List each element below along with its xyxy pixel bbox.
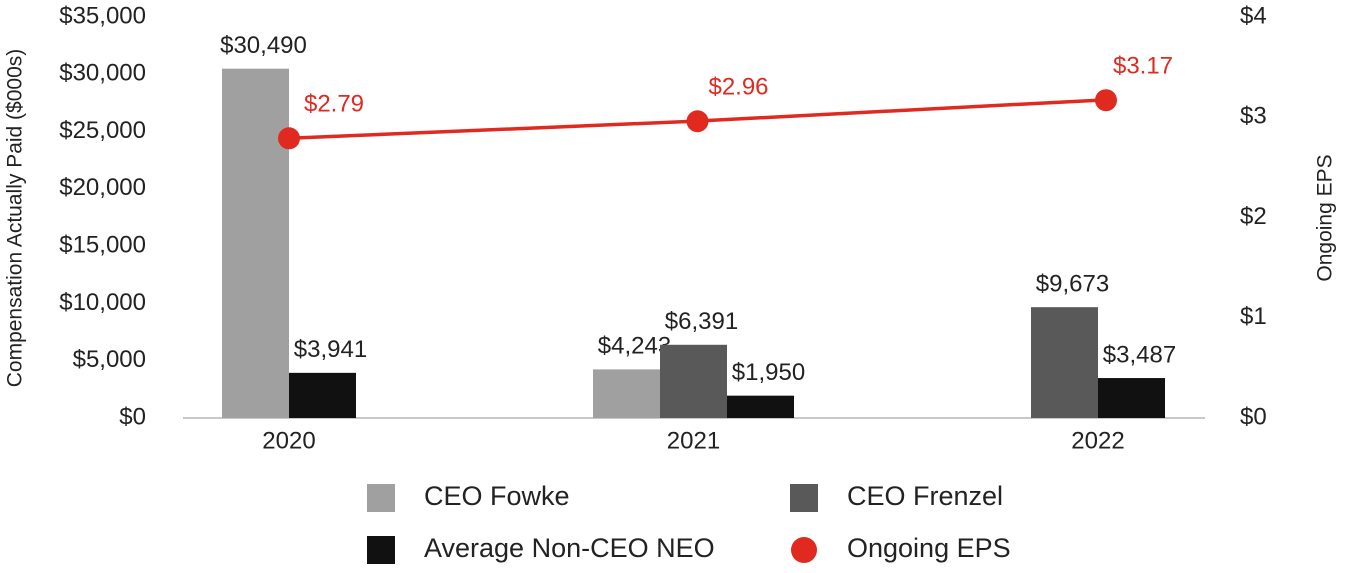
- legend-label: CEO Frenzel: [847, 481, 1003, 511]
- bar: [289, 372, 356, 418]
- y-tick-label: $25,000: [59, 117, 146, 144]
- legend-label: Average Non-CEO NEO: [424, 533, 715, 563]
- legend-marker: [791, 537, 817, 563]
- y2-tick-label: $4: [1240, 2, 1267, 29]
- y-tick-label: $5,000: [73, 346, 146, 373]
- x-tick-label: 2021: [667, 427, 720, 454]
- bar: [222, 68, 289, 418]
- x-tick-label: 2022: [1071, 427, 1124, 454]
- y2-tick-label: $2: [1240, 203, 1267, 230]
- bar-value-label: $9,673: [1036, 271, 1109, 298]
- line-value-label: $3.17: [1113, 53, 1173, 80]
- y2-tick-label: $0: [1240, 403, 1267, 430]
- x-tick-label: 2020: [262, 427, 315, 454]
- legend-marker: [367, 484, 395, 512]
- bar-value-label: $3,941: [294, 336, 367, 363]
- bar: [593, 369, 660, 418]
- y-tick-label: $30,000: [59, 60, 146, 87]
- line-value-label: $2.96: [708, 74, 768, 101]
- y2-axis-title: Ongoing EPS: [1314, 154, 1337, 281]
- line-point: [278, 127, 300, 150]
- legend-marker: [790, 484, 818, 512]
- bar-value-label: $6,391: [665, 308, 738, 335]
- bar-value-label: $3,487: [1103, 341, 1176, 368]
- line-value-label: $2.79: [304, 91, 364, 118]
- y-tick-label: $15,000: [59, 231, 146, 258]
- bar-value-label: $30,490: [220, 32, 307, 59]
- y2-tick-label: $3: [1240, 103, 1267, 130]
- y2-tick-label: $1: [1240, 303, 1267, 330]
- legend-label: Ongoing EPS: [847, 533, 1011, 563]
- bar: [1098, 378, 1165, 418]
- legend-marker: [367, 536, 395, 564]
- bar: [660, 344, 727, 418]
- bar: [727, 395, 794, 418]
- line-point: [686, 110, 709, 133]
- bar: [1031, 307, 1098, 418]
- y-tick-label: $0: [119, 403, 146, 430]
- bar-value-label: $1,950: [732, 359, 805, 386]
- y-tick-label: $20,000: [59, 174, 146, 201]
- line-point: [1095, 89, 1117, 112]
- y-tick-label: $35,000: [59, 2, 146, 29]
- y-axis-title: Compensation Actually Paid ($000s): [4, 49, 27, 388]
- bar-value-label: $4,243: [598, 333, 671, 360]
- legend-label: CEO Fowke: [424, 481, 570, 511]
- y-tick-label: $10,000: [59, 289, 146, 316]
